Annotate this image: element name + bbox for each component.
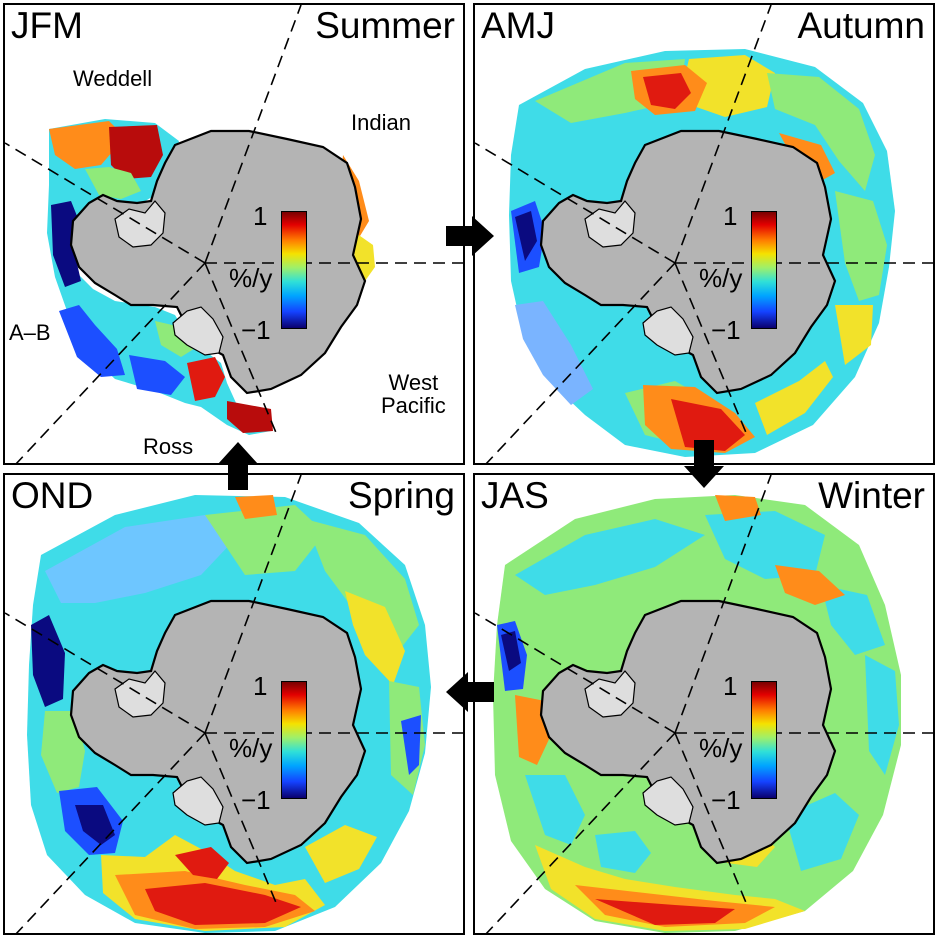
map-jfm (5, 5, 463, 463)
panel-amj-autumn: AMJ Autumn 1 −1 %/y (473, 3, 935, 465)
region-label-pacific: Pacific (381, 393, 446, 419)
colorbar (281, 681, 307, 799)
region-label-west: West (388, 370, 439, 395)
colorbar-unit-label: %/y (699, 733, 743, 763)
colorbar (281, 211, 307, 329)
arrow-right-icon (446, 216, 494, 256)
arrow-left-icon (446, 672, 494, 712)
colorbar-max-label: 1 (253, 201, 268, 231)
region-label-ab: A–B (9, 320, 51, 345)
map-jas (475, 475, 933, 933)
map-amj (475, 5, 933, 463)
colorbar-max-label: 1 (723, 671, 738, 701)
arrow-up-icon (218, 442, 258, 490)
colorbar (751, 211, 777, 329)
colorbar-min-label: −1 (711, 315, 741, 345)
colorbar-unit-label: %/y (699, 263, 743, 293)
season-code-label: OND (11, 475, 94, 516)
panel-ond-spring: OND Spring 1 −1 %/y (3, 473, 465, 935)
season-name-label: Winter (818, 475, 925, 516)
panel-jas-winter: JAS Winter 1 −1 %/y (473, 473, 935, 935)
region-label-west-pacific: West Pacific (381, 371, 446, 417)
region-label-weddell: Weddell (73, 66, 153, 91)
colorbar-unit-label: %/y (229, 733, 273, 763)
colorbar-max-label: 1 (723, 201, 738, 231)
season-code-label: JAS (481, 475, 549, 516)
season-name-label: Spring (348, 475, 455, 516)
colorbar-min-label: −1 (711, 785, 741, 815)
colorbar-unit-label: %/y (229, 263, 273, 293)
season-code-label: JFM (11, 5, 83, 46)
region-label-ross: Ross (143, 434, 194, 459)
colorbar-max-label: 1 (253, 671, 268, 701)
panel-jfm-summer: JFM Summer Weddell Indian A–B West Pacif… (3, 3, 465, 465)
region-label-indian: Indian (351, 110, 411, 135)
map-ond (5, 475, 463, 933)
colorbar-min-label: −1 (241, 785, 271, 815)
arrow-down-icon (684, 440, 724, 488)
colorbar (751, 681, 777, 799)
season-name-label: Summer (315, 5, 455, 46)
colorbar-min-label: −1 (241, 315, 271, 345)
season-code-label: AMJ (481, 5, 555, 46)
season-name-label: Autumn (797, 5, 925, 46)
